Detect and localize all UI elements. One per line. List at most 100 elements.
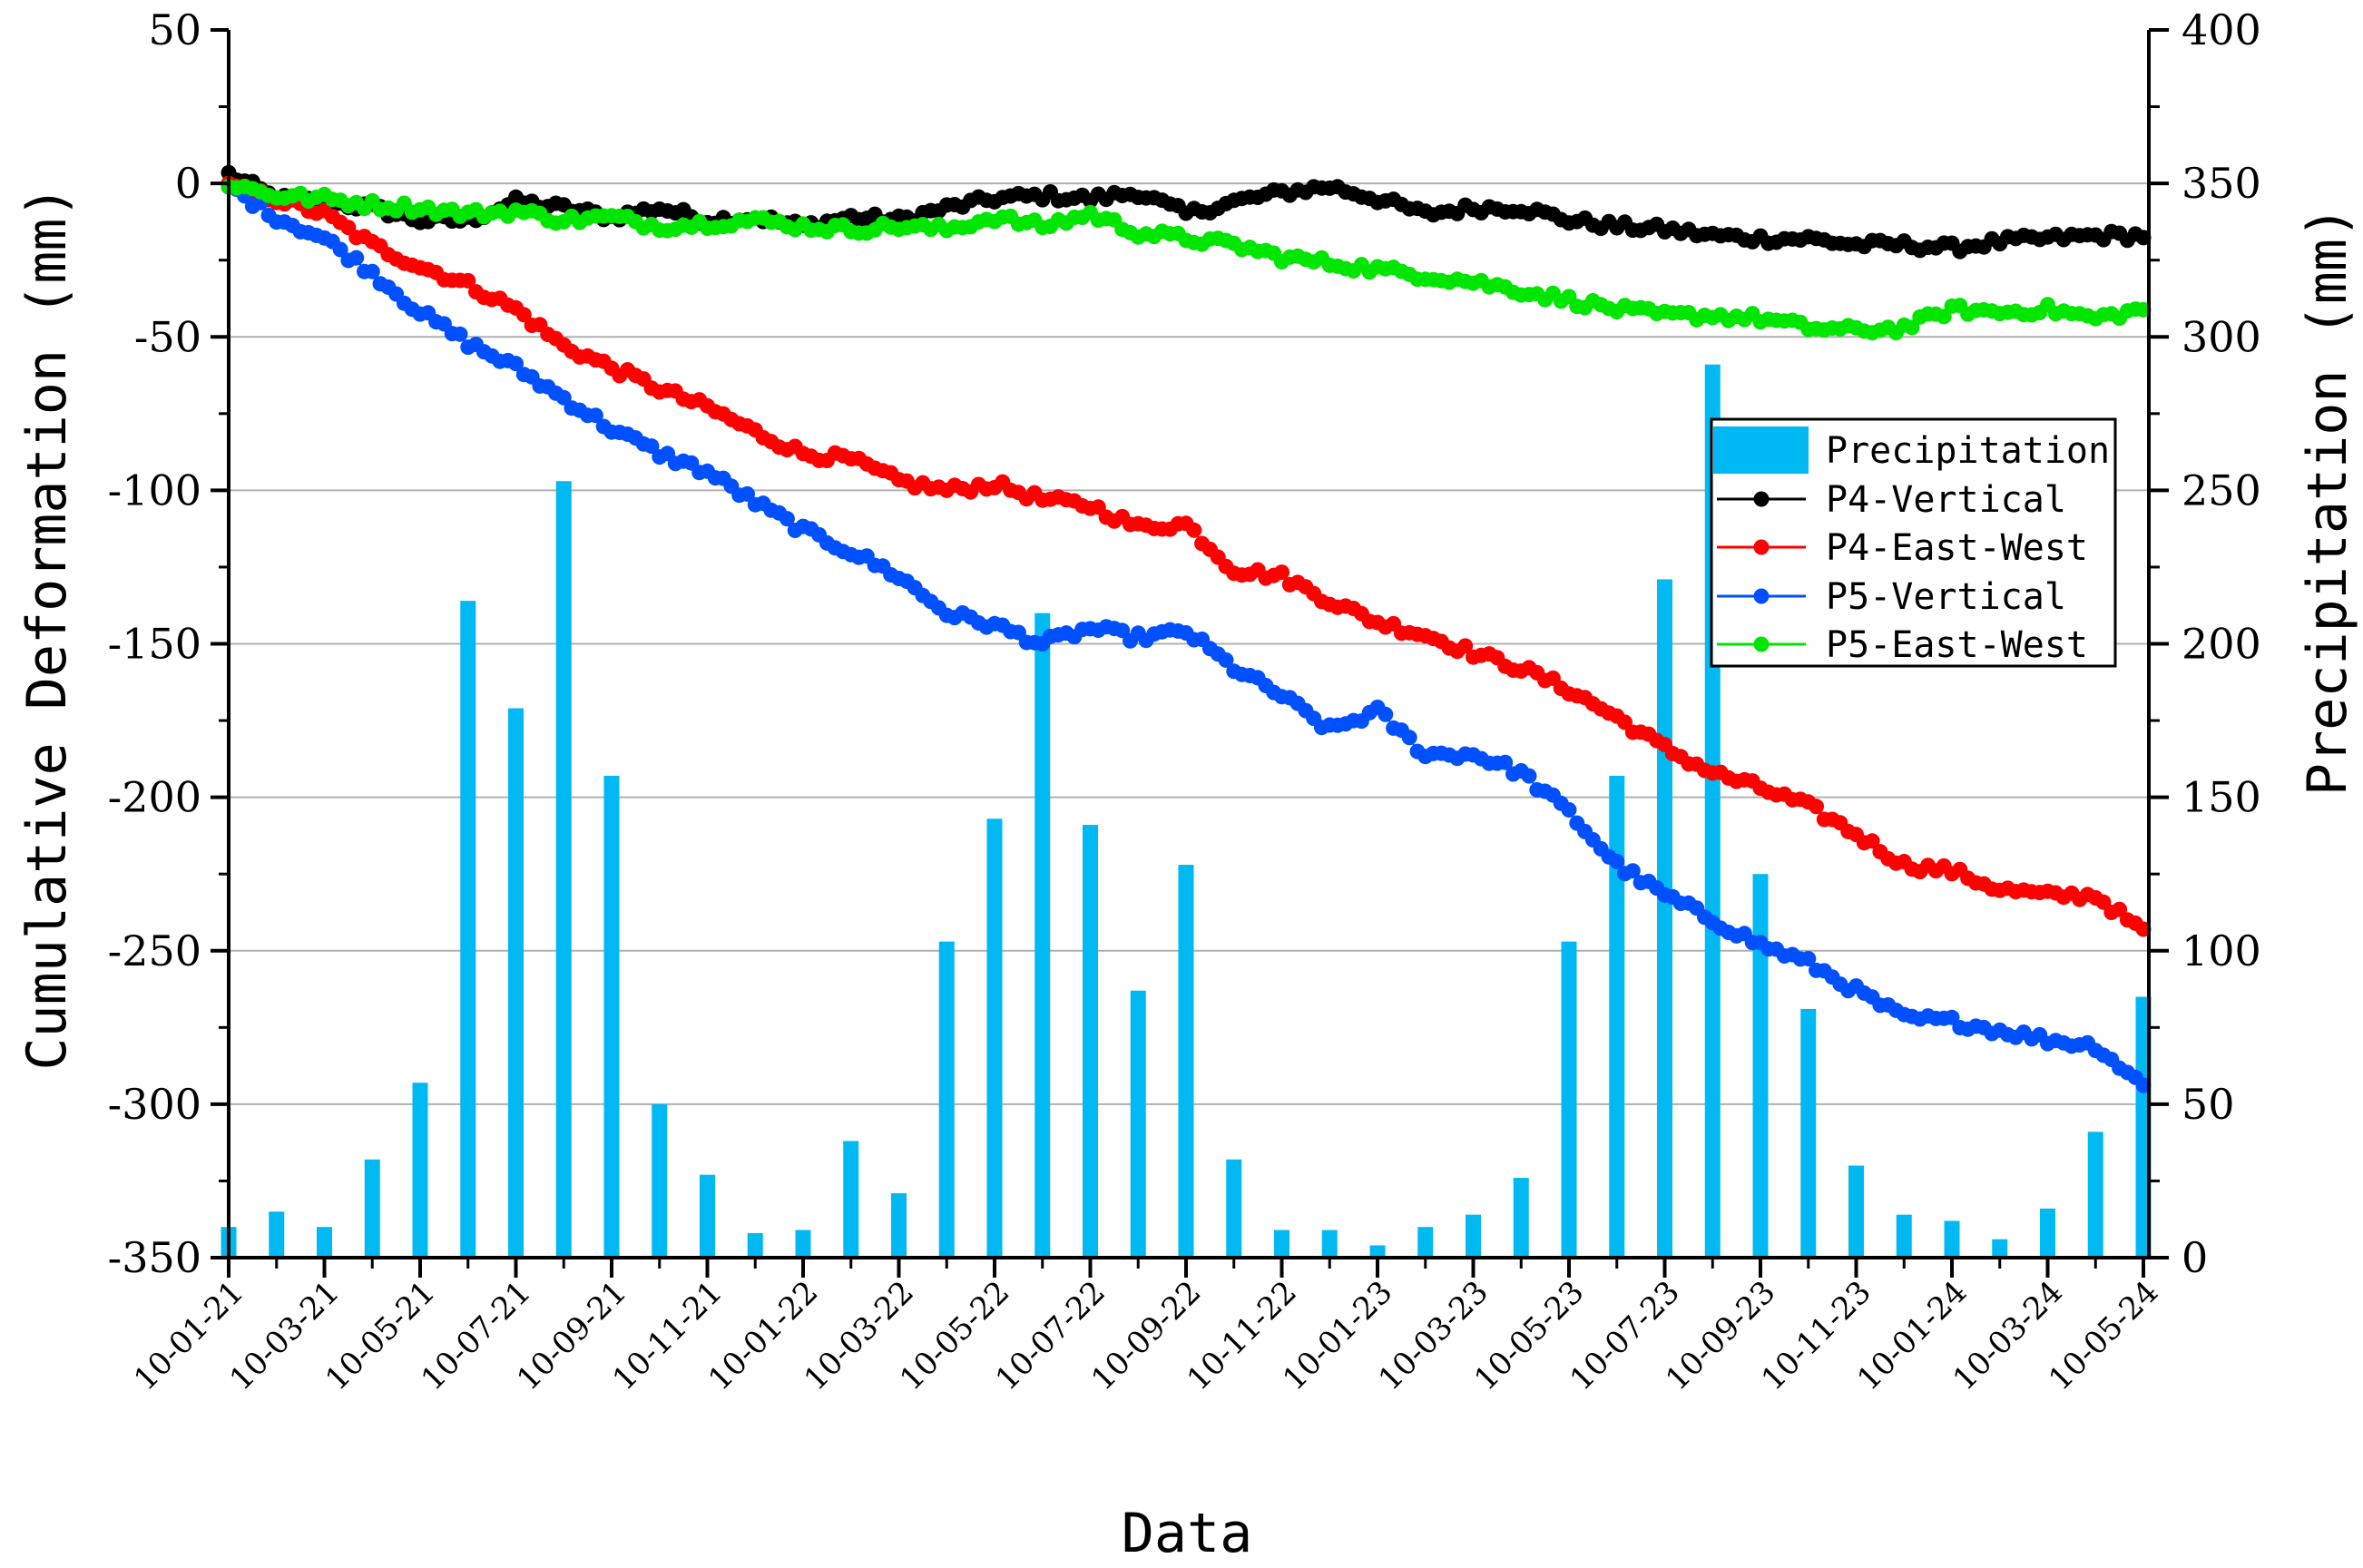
y-right-tick-label: 50 <box>2182 1080 2235 1129</box>
deformation-series <box>221 164 2152 1093</box>
legend-swatch-precipitation <box>1713 426 1809 474</box>
precipitation-bar <box>1034 612 1051 1258</box>
precipitation-bar <box>891 1192 907 1258</box>
y-left-tick-label: -200 <box>108 773 201 822</box>
legend-label-p4-east-west: P4-East-West <box>1826 527 2088 569</box>
data-point <box>1457 638 1474 654</box>
data-point <box>1864 833 1880 849</box>
precipitation-bar <box>652 1103 668 1258</box>
precipitation-bar <box>1083 825 1098 1258</box>
precipitation-bar <box>1657 579 1672 1258</box>
precipitation-bar <box>1561 941 1577 1258</box>
legend-marker-p5-east-west <box>1753 636 1770 652</box>
precipitation-bar <box>1226 1159 1242 1258</box>
precipitation-bar <box>1513 1178 1529 1258</box>
precipitation-bar <box>317 1227 332 1258</box>
data-point <box>1936 309 1952 325</box>
precipitation-bar <box>364 1159 380 1258</box>
data-point <box>1809 799 1824 815</box>
legend-marker-p5-vertical <box>1753 588 1770 604</box>
precipitation-bar <box>1800 1009 1817 1258</box>
y-left-tick-label: -350 <box>108 1233 201 1282</box>
data-point <box>515 307 532 323</box>
precipitation-bar <box>795 1230 811 1258</box>
data-point <box>1561 802 1577 818</box>
precipitation-bar <box>843 1141 859 1258</box>
data-point <box>508 356 524 372</box>
series-p5-east-west <box>221 179 2152 341</box>
precipitation-bar <box>1466 1214 1481 1258</box>
precipitation-bar <box>2087 1132 2103 1258</box>
data-point <box>1186 522 1202 538</box>
y-right-tick-label: 400 <box>2182 5 2261 54</box>
data-point <box>364 263 380 279</box>
legend: Precipitation P4-Vertical P4-East-West P5-V… <box>1710 417 2117 668</box>
precipitation-bar <box>1321 1230 1338 1258</box>
y-right-tick-label: 250 <box>2182 466 2261 514</box>
precipitation-bar <box>1752 874 1769 1258</box>
y-left-tick-label: -50 <box>134 312 201 361</box>
y-axis-right-title: Precipitation (mm) <box>2296 206 2359 796</box>
y-left-tick-label: -100 <box>108 466 201 514</box>
data-point <box>1274 564 1289 581</box>
data-point <box>740 485 755 502</box>
y-left-tick-label: -150 <box>108 620 201 669</box>
precipitation-bar <box>603 775 620 1258</box>
y-right-tick-label: 0 <box>2182 1233 2208 1282</box>
y-left-tick-label: 0 <box>175 159 201 208</box>
precipitation-bar <box>1130 990 1146 1258</box>
precipitation-bar <box>1944 1220 1960 1258</box>
data-point <box>332 241 348 258</box>
y-right-tick-label: 200 <box>2182 620 2261 669</box>
precipitation-bar <box>700 1174 715 1258</box>
data-point <box>1904 319 1920 336</box>
y-left-tick-label: 50 <box>148 5 201 54</box>
precipitation-bar <box>269 1211 285 1258</box>
precipitation-bar <box>2040 1208 2055 1258</box>
data-point <box>2112 901 2128 917</box>
legend-marker-p4-east-west <box>1753 539 1770 555</box>
data-point <box>1521 768 1537 784</box>
y-left-tick-label: -300 <box>108 1080 201 1129</box>
precipitation-bar <box>412 1083 428 1258</box>
y-axis-left-title: Cumulative Deformation (mm) <box>15 185 79 1070</box>
precipitation-bar <box>1274 1230 1289 1258</box>
y-left-tick-label: -250 <box>108 926 201 975</box>
precipitation-bar <box>1369 1245 1386 1258</box>
data-point <box>348 250 365 266</box>
legend-label-p4-vertical: P4-Vertical <box>1826 479 2066 521</box>
series-p5-vertical <box>221 179 2152 1093</box>
y-right-tick-label: 100 <box>2182 926 2261 975</box>
data-point <box>1497 754 1514 770</box>
legend-marker-p4-vertical <box>1753 491 1770 507</box>
legend-label-p5-vertical: P5-Vertical <box>1826 576 2066 618</box>
data-point <box>1800 951 1817 966</box>
data-point <box>1401 730 1417 746</box>
data-point <box>1378 706 1394 722</box>
precipitation-bar <box>508 708 524 1258</box>
precipitation-bar <box>986 818 1003 1258</box>
precipitation-bar <box>1609 775 1625 1258</box>
data-point <box>643 438 660 455</box>
y-right-tick-label: 300 <box>2182 312 2261 361</box>
precipitation-bar <box>1848 1165 1864 1258</box>
precipitation-bar <box>1896 1214 1912 1258</box>
y-right-tick-label: 150 <box>2182 773 2261 822</box>
y-right-tick-label: 350 <box>2182 159 2261 208</box>
data-point <box>1624 863 1641 879</box>
data-point <box>587 407 603 424</box>
legend-label-precipitation: Precipitation <box>1826 430 2110 472</box>
precipitation-bar <box>555 481 572 1258</box>
data-point <box>1218 652 1234 668</box>
precipitation-bar <box>938 941 955 1258</box>
data-point <box>1609 853 1625 869</box>
precipitation-bar <box>460 601 476 1258</box>
precipitation-bar <box>1178 865 1194 1258</box>
data-point <box>452 326 468 342</box>
data-point <box>460 272 476 289</box>
x-axis-title: Data <box>1122 1502 1253 1565</box>
precipitation-bar <box>1417 1227 1434 1258</box>
data-point <box>779 511 795 527</box>
precipitation-bar <box>747 1232 763 1258</box>
